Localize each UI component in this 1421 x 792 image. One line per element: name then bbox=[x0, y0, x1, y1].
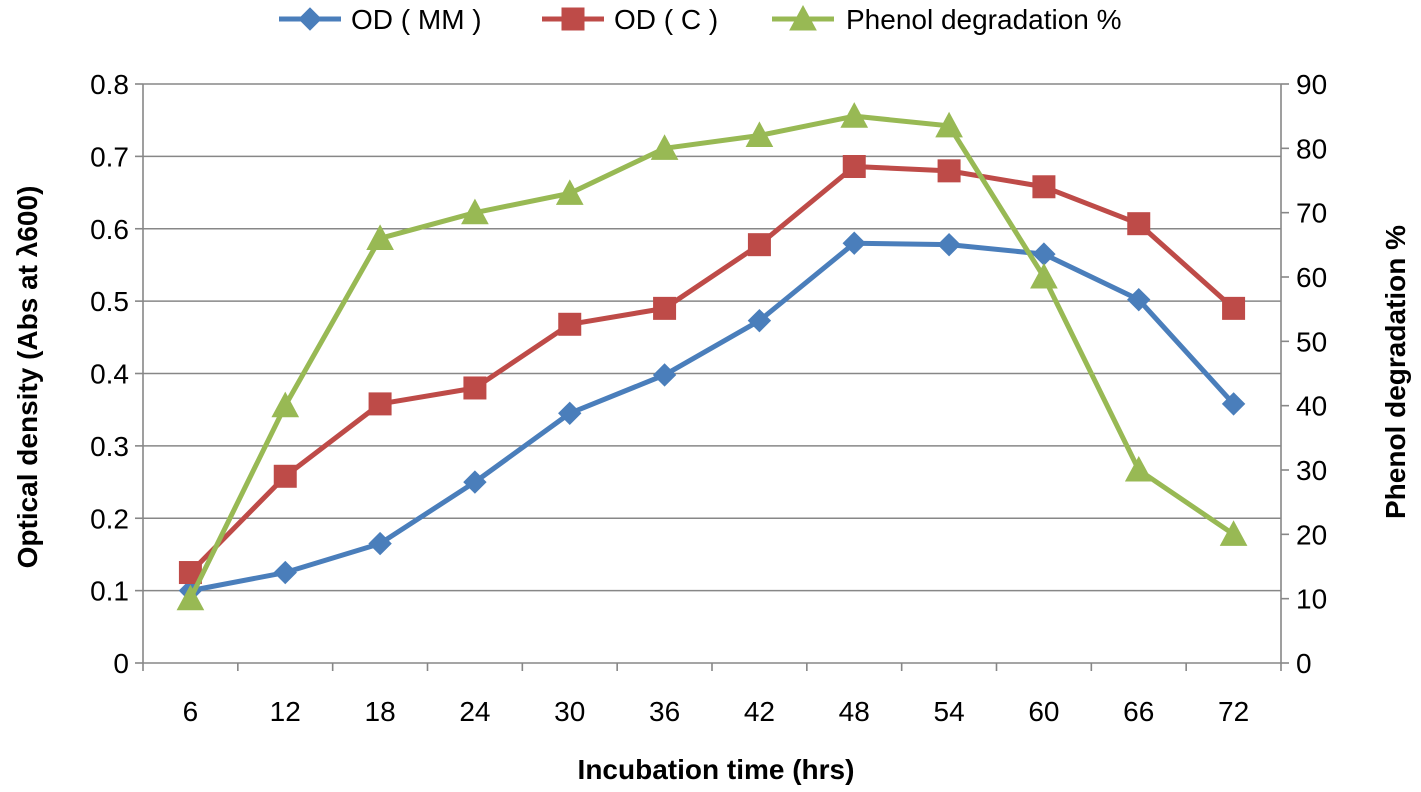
x-tick-label: 6 bbox=[183, 696, 199, 727]
data-point bbox=[650, 134, 679, 160]
data-point bbox=[937, 159, 961, 183]
y-tick-label: 0 bbox=[113, 648, 129, 679]
series-line bbox=[187, 240, 1237, 594]
x-tick-label: 42 bbox=[744, 696, 775, 727]
y2-tick-label: 10 bbox=[1296, 584, 1327, 615]
data-point bbox=[1030, 262, 1058, 289]
right-y-axis-ticks: 0 10 20 30 40 50 60 70 80 90 bbox=[1296, 69, 1327, 679]
data-point bbox=[1127, 287, 1151, 312]
data-point bbox=[745, 121, 774, 148]
y2-tick-label: 70 bbox=[1296, 198, 1327, 229]
gridlines bbox=[143, 83, 1281, 592]
y2-tick-label: 60 bbox=[1296, 262, 1327, 293]
data-point bbox=[747, 233, 771, 257]
x-tick-label: 24 bbox=[459, 696, 490, 727]
data-point bbox=[1219, 520, 1248, 546]
y-tick-label: 0.6 bbox=[90, 214, 129, 245]
data-point bbox=[271, 391, 300, 418]
y2-tick-label: 80 bbox=[1296, 133, 1327, 164]
y2-tick-label: 90 bbox=[1296, 69, 1327, 100]
data-point bbox=[842, 155, 866, 179]
data-point bbox=[1124, 455, 1153, 482]
y-tick-label: 0.1 bbox=[90, 576, 129, 607]
x-tick-label: 60 bbox=[1028, 696, 1059, 727]
legend: OD ( MM ) OD ( C ) Phenol degradation % bbox=[279, 4, 1122, 35]
data-point bbox=[1221, 392, 1246, 416]
data-point bbox=[653, 296, 677, 320]
data-point bbox=[366, 224, 394, 250]
data-point bbox=[1222, 296, 1246, 320]
legend-marker bbox=[561, 7, 585, 31]
data-point bbox=[368, 531, 392, 556]
data-point bbox=[842, 231, 866, 255]
x-tick-label: 30 bbox=[554, 696, 585, 727]
series-triangle bbox=[176, 102, 1248, 611]
x-axis-title: Incubation time (hrs) bbox=[578, 754, 855, 785]
data-point bbox=[558, 401, 582, 426]
series-square bbox=[178, 155, 1246, 585]
legend-label: OD ( MM ) bbox=[351, 4, 482, 35]
data-point bbox=[1127, 212, 1151, 236]
y2-tick-label: 0 bbox=[1296, 648, 1312, 679]
legend-item: OD ( C ) bbox=[542, 4, 718, 35]
legend-item: OD ( MM ) bbox=[279, 4, 482, 35]
data-point bbox=[461, 198, 489, 225]
y2-tick-label: 50 bbox=[1296, 326, 1327, 357]
axes bbox=[135, 83, 1289, 671]
legend-label: OD ( C ) bbox=[614, 4, 718, 35]
series-line bbox=[187, 113, 1237, 602]
series-line bbox=[187, 164, 1237, 576]
legend-item: Phenol degradation % bbox=[772, 4, 1122, 35]
x-tick-label: 54 bbox=[934, 696, 965, 727]
legend-marker bbox=[298, 7, 322, 31]
y2-tick-label: 40 bbox=[1296, 391, 1327, 422]
legend-marker bbox=[789, 4, 817, 31]
data-point bbox=[273, 560, 297, 585]
y2-tick-label: 20 bbox=[1296, 519, 1327, 550]
y2-axis-title: Phenol degradation % bbox=[1380, 225, 1411, 519]
x-tick-label: 66 bbox=[1123, 696, 1154, 727]
y2-tick-label: 30 bbox=[1296, 455, 1327, 486]
data-point bbox=[555, 179, 584, 205]
y-tick-label: 0.2 bbox=[90, 503, 129, 534]
x-tick-label: 12 bbox=[270, 696, 301, 727]
data-point bbox=[1032, 175, 1056, 199]
y-axis-title: Optical density (Abs at λ600) bbox=[12, 186, 43, 569]
data-point bbox=[747, 308, 772, 333]
x-tick-label: 18 bbox=[365, 696, 396, 727]
x-axis-ticks: 6 12 18 24 30 36 42 48 54 60 66 72 bbox=[183, 696, 1250, 727]
x-tick-label: 72 bbox=[1218, 696, 1249, 727]
series-diamond bbox=[178, 231, 1246, 603]
data-point bbox=[652, 363, 677, 387]
data-point bbox=[176, 584, 205, 611]
x-tick-label: 48 bbox=[839, 696, 870, 727]
data-point bbox=[463, 376, 487, 400]
left-y-axis-ticks: 0 0.1 0.2 0.3 0.4 0.5 0.6 0.7 0.8 bbox=[90, 69, 129, 679]
data-point bbox=[935, 111, 963, 138]
data-point bbox=[937, 232, 961, 257]
plot-area bbox=[176, 102, 1248, 611]
data-point bbox=[273, 464, 297, 488]
x-tick-label: 36 bbox=[649, 696, 680, 727]
y-tick-label: 0.3 bbox=[90, 431, 129, 462]
y-tick-label: 0.7 bbox=[90, 141, 129, 172]
data-point bbox=[463, 470, 487, 494]
y-tick-label: 0.5 bbox=[90, 286, 129, 317]
y-tick-label: 0.4 bbox=[90, 359, 129, 390]
data-point bbox=[558, 312, 582, 336]
data-point bbox=[368, 392, 392, 416]
y-tick-label: 0.8 bbox=[90, 69, 129, 100]
data-point bbox=[840, 102, 869, 128]
legend-label: Phenol degradation % bbox=[846, 4, 1122, 35]
